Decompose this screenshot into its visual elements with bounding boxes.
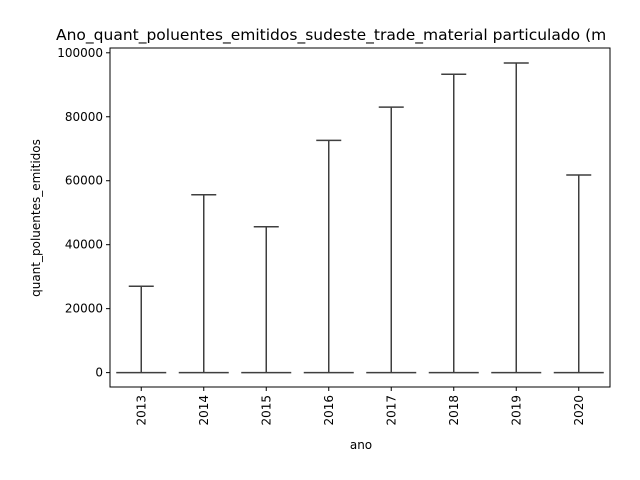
y-tick-label: 100000 <box>57 46 103 60</box>
x-tick-label: 2013 <box>134 395 148 426</box>
axes-frame <box>109 47 611 388</box>
x-tick-label: 2018 <box>447 395 461 426</box>
y-tick-label: 0 <box>95 366 103 380</box>
y-tick-label: 20000 <box>65 302 103 316</box>
x-tick-label: 2020 <box>572 395 586 426</box>
x-tick-label: 2016 <box>322 395 336 426</box>
x-tick-label: 2017 <box>384 395 398 426</box>
y-tick-label: 60000 <box>65 174 103 188</box>
x-tick-label: 2019 <box>509 395 523 426</box>
chart-title: Ano_quant_poluentes_emitidos_sudeste_tra… <box>56 26 606 45</box>
x-tick-label: 2014 <box>197 395 211 426</box>
x-axis-label: ano <box>350 438 372 452</box>
y-axis-label: quant_poluentes_emitidos <box>29 139 43 297</box>
x-tick-label: 2015 <box>259 395 273 426</box>
plot-area: 0 20000 40000 60000 80000 100000 2013 2014 2015 2… <box>57 46 611 426</box>
y-tick-label: 80000 <box>65 110 103 124</box>
y-tick-label: 40000 <box>65 238 103 252</box>
